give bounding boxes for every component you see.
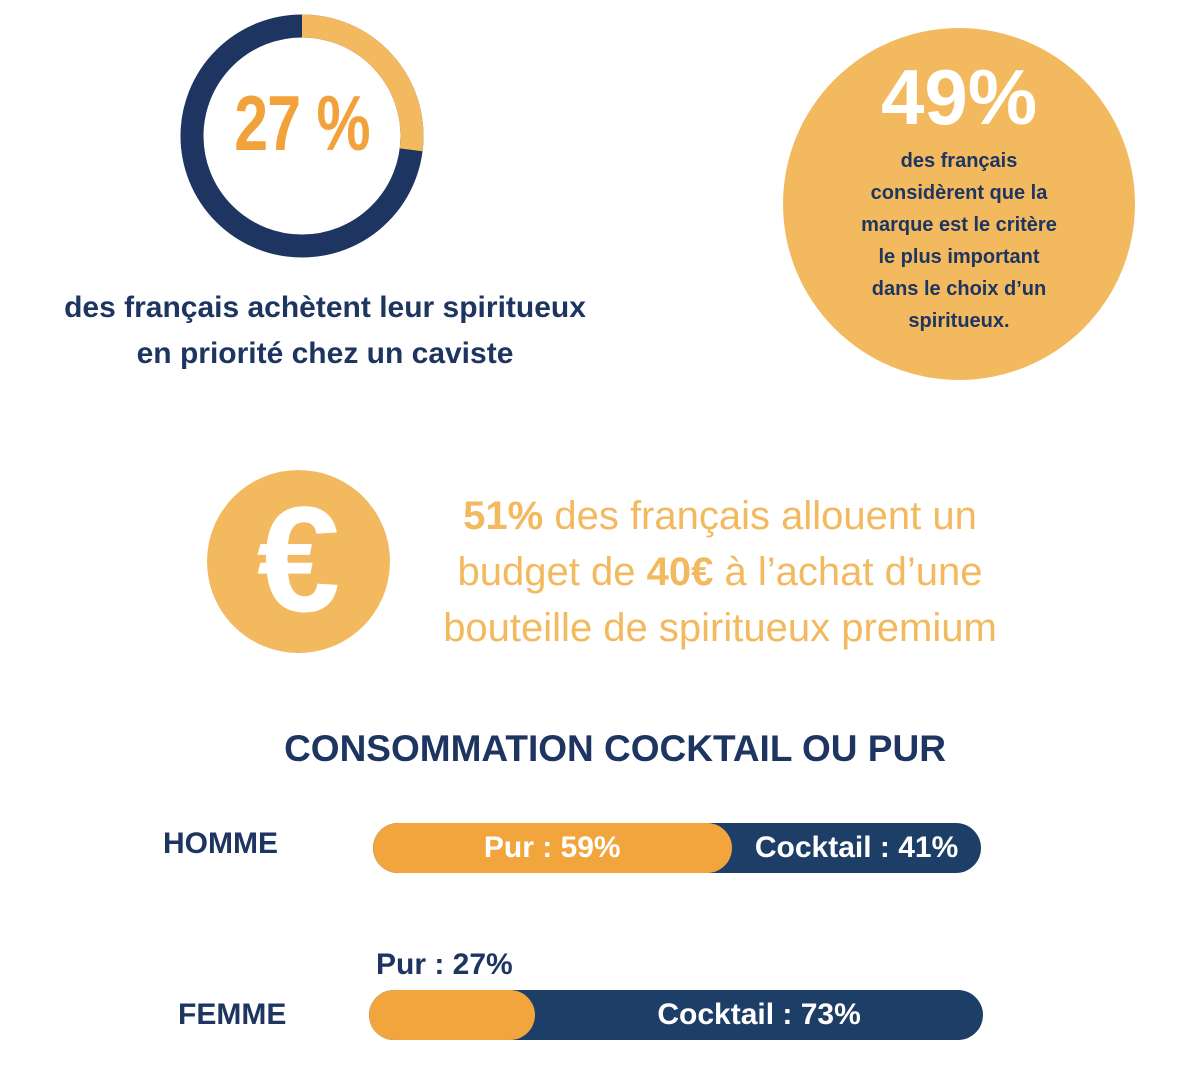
budget-pct: 51% [463, 494, 544, 538]
brand-stat-text: des français considèrent que la marque e… [833, 145, 1085, 337]
bar-segment-pur-homme [373, 823, 732, 873]
brand-stat-line: marque est le critère [861, 214, 1057, 236]
budget-text-2-pre: budget de [457, 550, 647, 594]
budget-stat-text: 51% des français allouent un budget de 4… [395, 488, 1045, 656]
brand-stat-circle [783, 28, 1135, 380]
bar-label-pur-femme: Pur : 27% [376, 948, 513, 981]
euro-coin: € [207, 470, 390, 653]
chart-title: CONSOMMATION COCKTAIL OU PUR [284, 728, 946, 769]
brand-stat-line: spiritueux. [908, 310, 1010, 332]
row-label-homme: HOMME [163, 827, 278, 860]
bar-segment-pur-femme [369, 990, 535, 1040]
donut-percentage: 27 % [234, 79, 370, 167]
donut-caption: des français achètent leur spiritueux en… [0, 285, 650, 377]
brand-stat-line: le plus important [878, 246, 1040, 268]
bar-label-cocktail-homme: Cocktail : 41% [754, 831, 959, 864]
euro-icon: € [256, 474, 341, 643]
bar-label-cocktail-femme: Cocktail : 73% [657, 998, 861, 1031]
budget-text-2-post: à l’achat d’une [713, 550, 983, 594]
bar-homme: Pur : 59% Cocktail : 41% [373, 823, 981, 873]
brand-stat-percentage: 49% [880, 53, 1038, 141]
budget-line-1: 51% des français allouent un [395, 488, 1045, 544]
donut-highlight-arc [180, 14, 424, 258]
budget-amount: 40€ [646, 550, 714, 594]
budget-line-3: bouteille de spiritueux premium [443, 606, 997, 650]
budget-text-1: des français allouent un [543, 494, 977, 538]
bar-femme: Cocktail : 73% [369, 990, 983, 1040]
brand-stat-line: des français [900, 150, 1018, 172]
donut-chart [180, 14, 424, 258]
row-label-femme: FEMME [178, 998, 287, 1031]
brand-stat-line: considèrent que la [870, 182, 1048, 204]
donut-caption-line-2: en priorité chez un caviste [136, 337, 514, 370]
budget-line-2: budget de 40€ à l’achat d’une [395, 544, 1045, 600]
brand-stat-line: dans le choix d’un [871, 278, 1047, 300]
bar-label-pur-homme: Pur : 59% [483, 831, 621, 864]
donut-caption-line-1: des français achètent leur spiritueux [64, 291, 586, 324]
